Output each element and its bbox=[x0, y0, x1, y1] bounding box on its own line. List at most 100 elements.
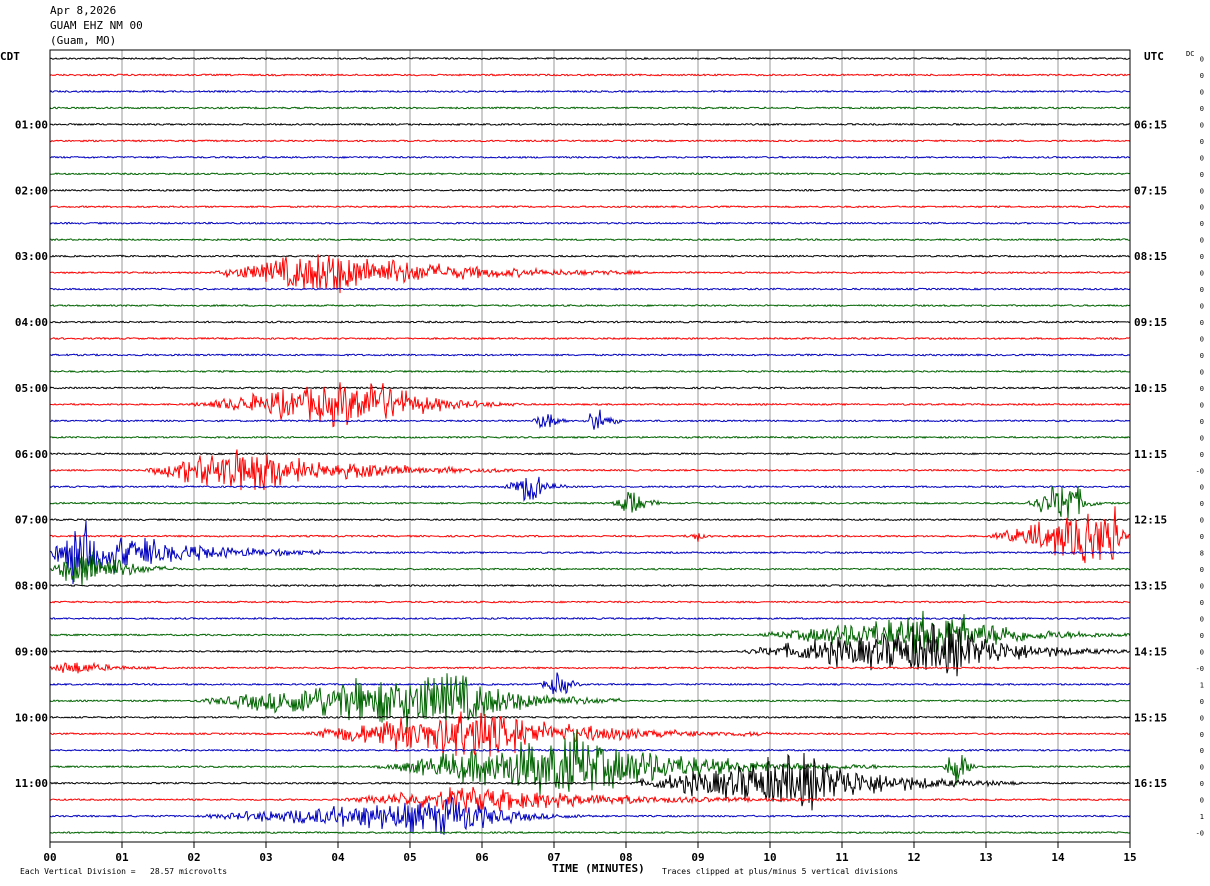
seismic-trace bbox=[49, 661, 1131, 674]
dc-offset-value: 0 bbox=[1200, 566, 1204, 574]
seismic-trace bbox=[49, 485, 1131, 519]
dc-offset-value: -0 bbox=[1196, 830, 1204, 838]
dc-offset-value: 0 bbox=[1200, 500, 1204, 508]
utc-hour-label: 12:15 bbox=[1134, 514, 1167, 527]
seismic-trace bbox=[49, 106, 1131, 110]
x-axis-ticks: 00 01 02 03 04 05 06 07 08 09 10 11 12 13 14 15 bbox=[43, 842, 1137, 864]
dc-offset-value: 0 bbox=[1200, 335, 1204, 343]
utc-hour-label: 10:15 bbox=[1134, 382, 1167, 395]
dc-offset-value: 0 bbox=[1200, 714, 1204, 722]
x-tick-label: 06 bbox=[475, 851, 489, 864]
seismic-trace bbox=[49, 610, 1131, 657]
seismic-trace bbox=[49, 600, 1131, 604]
dc-offset-value: 0 bbox=[1200, 764, 1204, 772]
cdt-label: CDT bbox=[0, 50, 20, 63]
utc-hour-label: 07:15 bbox=[1134, 184, 1167, 197]
seismic-trace bbox=[49, 673, 1131, 734]
dc-offset-value: 0 bbox=[1200, 352, 1204, 360]
x-tick-label: 02 bbox=[187, 851, 200, 864]
seismic-trace bbox=[49, 409, 1131, 430]
utc-hour-label: 15:15 bbox=[1134, 711, 1167, 724]
seismic-trace bbox=[49, 73, 1131, 77]
dc-offset-value: 0 bbox=[1200, 319, 1204, 327]
x-tick-label: 15 bbox=[1123, 851, 1136, 864]
seismic-trace bbox=[49, 139, 1131, 143]
dc-offset-value: 0 bbox=[1200, 731, 1204, 739]
seismic-trace bbox=[49, 551, 1131, 587]
seismic-trace bbox=[49, 254, 1131, 294]
dc-offset-value: 0 bbox=[1200, 418, 1204, 426]
seismic-trace bbox=[49, 729, 1131, 796]
dc-offset-value: -0 bbox=[1196, 665, 1204, 673]
header-station: GUAM EHZ NM 00 bbox=[50, 19, 143, 32]
x-tick-label: 10 bbox=[763, 851, 776, 864]
seismic-trace bbox=[49, 369, 1131, 374]
seismic-trace bbox=[49, 237, 1131, 242]
right-time-labels: 06:15 07:15 08:15 09:15 10:15 11:15 12:15 13:15… bbox=[1134, 118, 1167, 790]
scale-note: Each Vertical Division = 28.57 microvolt… bbox=[20, 867, 228, 876]
dc-offset-value: 0 bbox=[1200, 253, 1204, 261]
header-location: (Guam, MO) bbox=[50, 34, 117, 47]
dc-offset-value: 0 bbox=[1200, 533, 1204, 541]
seismic-traces bbox=[49, 56, 1131, 835]
seismic-trace bbox=[49, 711, 1131, 757]
x-tick-label: 12 bbox=[907, 851, 920, 864]
clip-note: Traces clipped at plus/minus 5 vertical … bbox=[662, 867, 899, 876]
seismic-trace bbox=[49, 672, 1131, 695]
x-tick-label: 11 bbox=[835, 851, 849, 864]
x-tick-label: 00 bbox=[43, 851, 56, 864]
utc-label: UTC bbox=[1144, 50, 1164, 63]
dc-offset-value: 0 bbox=[1200, 747, 1204, 755]
dc-offset-value: -0 bbox=[1196, 467, 1204, 475]
dc-offset-value: 0 bbox=[1200, 385, 1204, 393]
left-time-labels: 01:00 02:00 03:00 04:00 05:00 06:00 07:00 08:00… bbox=[15, 118, 48, 790]
cdt-hour-label: 06:00 bbox=[15, 448, 48, 461]
dc-offset-value: 8 bbox=[1200, 550, 1204, 558]
utc-hour-label: 11:15 bbox=[1134, 448, 1167, 461]
dc-offset-value: 0 bbox=[1200, 632, 1204, 640]
seismic-trace bbox=[49, 622, 1131, 677]
seismic-trace bbox=[49, 89, 1130, 94]
dc-offset-value: 0 bbox=[1200, 434, 1204, 442]
dc-offset-value: 0 bbox=[1200, 204, 1204, 212]
utc-hour-label: 08:15 bbox=[1134, 250, 1167, 263]
seismic-trace bbox=[49, 796, 1131, 835]
cdt-hour-label: 07:00 bbox=[15, 514, 48, 527]
cdt-hour-label: 04:00 bbox=[15, 316, 48, 329]
seismic-trace bbox=[49, 320, 1131, 324]
seismic-trace bbox=[49, 188, 1130, 192]
cdt-hour-label: 02:00 bbox=[15, 184, 48, 197]
dc-offset-value: 0 bbox=[1200, 138, 1204, 146]
dc-offset-value: 0 bbox=[1200, 303, 1204, 311]
utc-hour-label: 06:15 bbox=[1134, 118, 1167, 131]
dc-offset-value: 0 bbox=[1200, 517, 1204, 525]
utc-hour-label: 09:15 bbox=[1134, 316, 1167, 329]
seismic-trace bbox=[49, 386, 1131, 390]
x-tick-label: 03 bbox=[259, 851, 272, 864]
dc-offset-value: 0 bbox=[1200, 56, 1204, 64]
dc-offset-column: 0 0 0 0 0 0 0 0 0 0 0 0 0 0 0 0 0 0 0 0 0 0 0 0 0 -0 0 0 0 0 8 0 0 0 0 0 0 -0… bbox=[1196, 56, 1204, 838]
x-tick-label: 01 bbox=[115, 851, 129, 864]
seismic-trace bbox=[49, 155, 1131, 159]
seismic-trace bbox=[49, 353, 1131, 357]
dc-offset-value: 0 bbox=[1200, 270, 1204, 278]
seismic-trace bbox=[49, 122, 1131, 127]
utc-hour-label: 16:15 bbox=[1134, 777, 1167, 790]
seismic-trace bbox=[49, 382, 1131, 428]
header-date: Apr 8,2026 bbox=[50, 4, 117, 17]
x-tick-label: 14 bbox=[1051, 851, 1065, 864]
dc-offset-value: 0 bbox=[1200, 72, 1204, 80]
seismic-trace bbox=[49, 748, 1131, 752]
dc-offset-value: 0 bbox=[1200, 451, 1204, 459]
x-tick-label: 08 bbox=[619, 851, 632, 864]
seismic-trace bbox=[49, 520, 1131, 585]
seismic-trace bbox=[50, 616, 1131, 621]
seismic-trace bbox=[49, 786, 1131, 813]
dc-offset-value: 0 bbox=[1200, 648, 1204, 656]
dc-offset-value: 0 bbox=[1200, 401, 1204, 409]
dc-offset-value: 0 bbox=[1200, 797, 1204, 805]
cdt-hour-label: 11:00 bbox=[15, 777, 48, 790]
seismic-trace bbox=[49, 476, 1131, 502]
seismic-trace bbox=[49, 830, 1131, 835]
